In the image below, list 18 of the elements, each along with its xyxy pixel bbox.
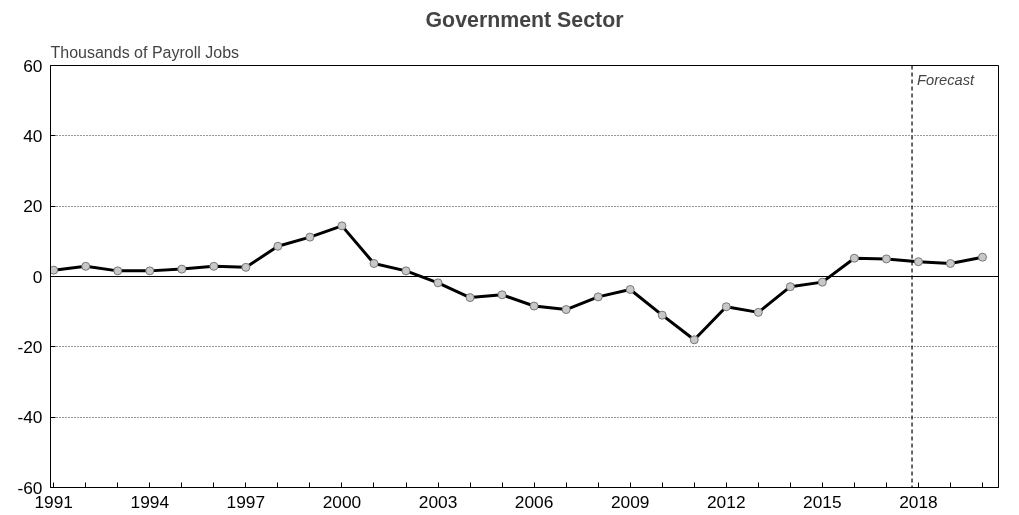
- y-tick-label: 20: [23, 196, 43, 217]
- x-tick-label: 2006: [514, 491, 554, 512]
- y-tick-label: 40: [23, 125, 43, 146]
- ref-line-label: Forecast: [917, 71, 975, 88]
- x-tick-label: 2009: [610, 491, 650, 512]
- y-tick-label: -20: [17, 336, 43, 357]
- x-tick-label: 2000: [322, 491, 362, 512]
- x-tick-label: 2015: [803, 491, 842, 512]
- x-tick-label: 2018: [899, 491, 938, 512]
- x-tick-label: 2003: [418, 491, 458, 512]
- x-tick-label: 2012: [707, 491, 746, 512]
- y-tick-label: 0: [32, 266, 43, 287]
- chart-title: Government Sector: [425, 7, 624, 32]
- y-tick-label: -40: [17, 407, 43, 428]
- y-tick-label: 60: [23, 55, 43, 76]
- x-tick-label: 1994: [130, 491, 170, 512]
- x-tick-label: 1997: [226, 491, 266, 512]
- y-axis-title: Thousands of Payroll Jobs: [50, 43, 240, 61]
